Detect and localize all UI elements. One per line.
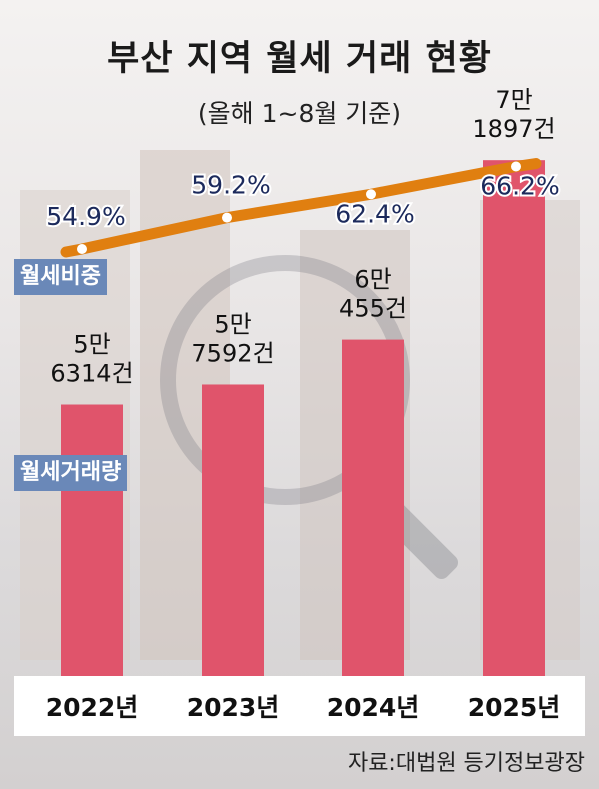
legend-rent-volume: 월세거래량 [14,455,128,491]
share-label: 54.9% [46,202,125,231]
source-note: 자료:대법원 등기정보광장 [347,751,585,776]
share-label: 62.4% [335,199,414,228]
bar-value-label: 5만 7592건 [191,310,274,367]
share-label: 59.2% [191,171,270,200]
share-point-3 [366,189,376,200]
bar-value-label: 5만 6314건 [50,331,133,388]
x-tick-label: 2025년 [468,693,561,722]
share-label: 66.2% [480,172,559,201]
legend-rent-share: 월세비중 [14,259,107,295]
bar-4 [483,160,545,676]
x-tick-label: 2023년 [187,693,280,722]
share-line [60,158,542,258]
bar-value-label: 6만 455건 [339,266,407,323]
share-point-1 [77,244,87,254]
bar-1 [61,404,123,676]
x-axis-area [14,676,585,736]
bar-3 [342,339,404,676]
chart-title: 부산 지역 월세 거래 현황 [107,39,492,79]
share-point-2 [222,212,232,223]
bar-2 [202,384,264,676]
x-tick-label: 2022년 [46,693,139,722]
chart-subtitle: (올해 1~8월 기준) [197,99,402,128]
bar-value-label: 7만 1897건 [472,86,555,143]
share-point-4 [511,161,521,172]
x-tick-label: 2024년 [327,693,420,722]
